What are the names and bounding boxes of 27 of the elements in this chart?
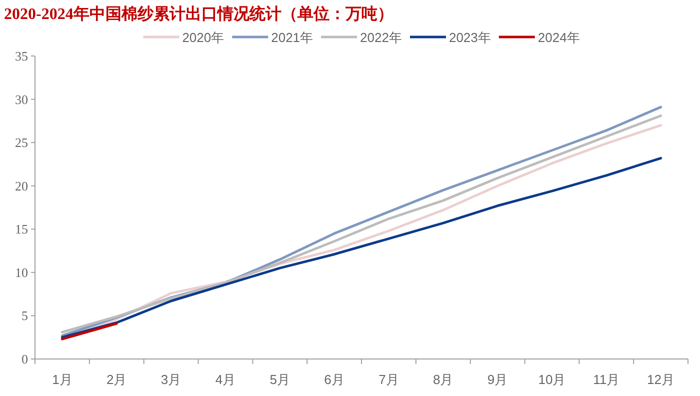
legend-label: 2020年 [182,30,224,45]
y-tick-label: 0 [22,352,28,366]
y-tick-label: 35 [15,48,28,64]
x-tick-label: 5月 [270,372,290,387]
x-tick-label: 11月 [593,372,620,387]
y-tick-label: 15 [15,222,28,237]
y-tick-label: 5 [22,308,28,324]
chart-title: 2020-2024年中国棉纱累计出口情况统计（单位：万吨） [4,5,394,23]
x-tick-label: 1月 [52,372,72,387]
x-tick-label: 4月 [215,372,236,387]
x-tick-label: 3月 [160,372,182,387]
legend-label: 2024年 [538,30,580,45]
y-tick-label: 10 [15,264,28,280]
x-tick-label: 10月 [538,372,566,387]
y-tick-label: 20 [15,178,28,194]
y-tick-label: 25 [15,135,28,150]
legend-label: 2023年 [448,30,491,45]
x-tick-label: 12月 [647,372,675,387]
x-tick-label: 8月 [433,372,454,387]
y-tick-label: 30 [15,92,28,107]
x-tick-label: 7月 [378,372,399,387]
x-tick-label: 9月 [487,372,508,387]
legend-label: 2021年 [271,30,314,45]
x-tick-label: 6月 [324,372,344,387]
legend-label: 2022年 [360,30,402,45]
x-tick-label: 2月 [106,372,127,387]
line-series [60,156,662,339]
